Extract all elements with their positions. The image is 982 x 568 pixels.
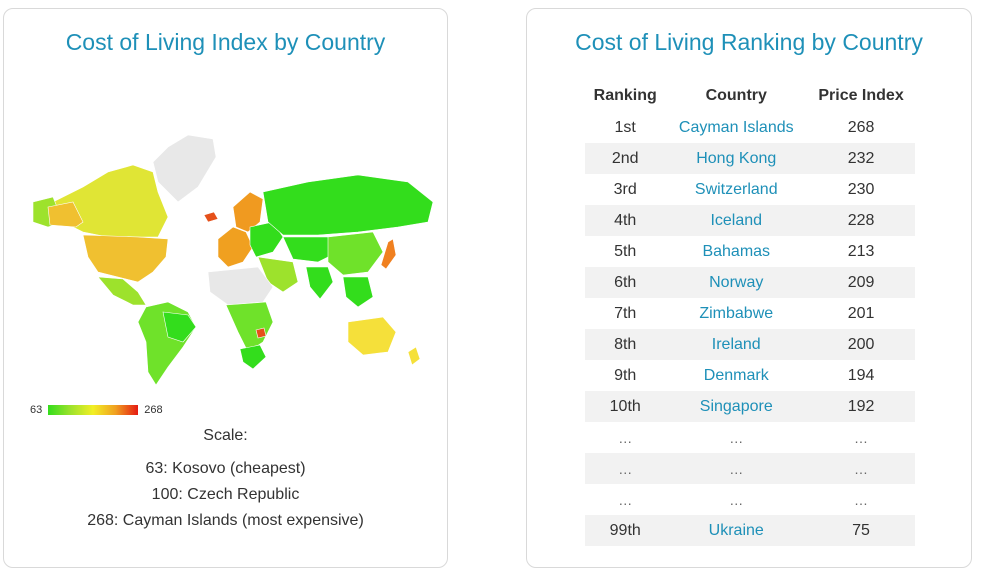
price-index-cell: 75 bbox=[807, 515, 915, 546]
southeast-asia bbox=[342, 276, 374, 308]
table-row: 5th Bahamas 213 bbox=[585, 236, 915, 267]
header-ranking: Ranking bbox=[593, 87, 657, 104]
africa-central bbox=[225, 301, 274, 353]
country-link[interactable]: Cayman Islands bbox=[678, 118, 794, 136]
price-index-cell: 228 bbox=[807, 205, 915, 236]
scale-title: Scale: bbox=[203, 427, 248, 444]
rank-cell: … bbox=[618, 491, 633, 508]
rank-cell: 7th bbox=[614, 304, 637, 322]
scale-line-reference: 100: Czech Republic bbox=[151, 486, 300, 503]
country-link[interactable]: Hong Kong bbox=[665, 143, 808, 174]
price-index-cell: 213 bbox=[847, 242, 875, 260]
color-scale: 63 268 bbox=[30, 404, 163, 416]
country-link[interactable]: Zimbabwe bbox=[699, 304, 774, 322]
price-index-cell: 268 bbox=[847, 118, 875, 136]
china bbox=[327, 231, 384, 276]
header-country: Country bbox=[705, 87, 767, 104]
table-row: 99th Ukraine 75 bbox=[585, 515, 915, 546]
scale-max-label: 268 bbox=[144, 404, 163, 416]
country-link[interactable]: Ireland bbox=[665, 329, 808, 360]
country-link[interactable]: Singapore bbox=[665, 391, 808, 422]
ranking-table: Ranking Country Price Index 1st Cayman Is… bbox=[585, 80, 915, 546]
price-index-cell: 209 bbox=[807, 267, 915, 298]
brazil bbox=[162, 311, 197, 343]
india bbox=[305, 266, 334, 300]
rank-cell: 4th bbox=[585, 205, 666, 236]
rank-cell: … bbox=[585, 453, 666, 484]
country-link: … bbox=[729, 491, 744, 508]
scale-line-most-expensive: 268: Cayman Islands (most expensive) bbox=[87, 512, 364, 529]
africa-south bbox=[239, 344, 267, 370]
price-index-cell: … bbox=[807, 453, 915, 484]
table-row: 1st Cayman Islands 268 bbox=[585, 112, 915, 143]
rank-cell: 6th bbox=[585, 267, 666, 298]
greenland bbox=[152, 134, 217, 203]
africa-north bbox=[207, 266, 274, 306]
scandinavia bbox=[232, 191, 264, 233]
rank-cell: 9th bbox=[614, 366, 637, 384]
rank-cell: 3rd bbox=[613, 180, 637, 198]
table-row: 4th Iceland 228 bbox=[585, 205, 915, 236]
scale-gradient bbox=[48, 405, 139, 415]
price-index-cell: 201 bbox=[847, 304, 875, 322]
world-map bbox=[32, 134, 434, 386]
rank-cell: 10th bbox=[585, 391, 666, 422]
table-row: 8th Ireland 200 bbox=[585, 329, 915, 360]
table-row: 9th Denmark 194 bbox=[585, 360, 915, 391]
price-index-cell: 232 bbox=[807, 143, 915, 174]
country-link[interactable]: Bahamas bbox=[702, 242, 771, 260]
country-link[interactable]: Switzerland bbox=[694, 180, 778, 198]
rank-cell: 2nd bbox=[585, 143, 666, 174]
price-index-cell: … bbox=[854, 429, 869, 446]
price-index-cell: … bbox=[854, 491, 869, 508]
table-row: 3rd Switzerland 230 bbox=[585, 174, 915, 205]
table-row: 6th Norway 209 bbox=[585, 267, 915, 298]
country-link[interactable]: Denmark bbox=[703, 366, 769, 384]
price-index-cell: 200 bbox=[807, 329, 915, 360]
iceland bbox=[203, 211, 219, 223]
ranking-panel-title: Cost of Living Ranking by Country bbox=[575, 29, 923, 55]
table-header-row: Ranking Country Price Index bbox=[585, 80, 915, 112]
price-index-cell: 194 bbox=[847, 366, 875, 384]
russia bbox=[262, 174, 434, 236]
mexico bbox=[97, 276, 147, 306]
map-panel: Cost of Living Index by Country bbox=[3, 8, 448, 568]
rank-cell: 5th bbox=[614, 242, 637, 260]
ranking-panel: Cost of Living Ranking by Country Rankin… bbox=[526, 8, 972, 568]
price-index-cell: 230 bbox=[847, 180, 875, 198]
scale-line-cheapest: 63: Kosovo (cheapest) bbox=[145, 460, 306, 477]
ranking-table-body: 1st Cayman Islands 268 2nd Hong Kong 232 3rd Sw… bbox=[585, 112, 915, 546]
table-row: … … … bbox=[585, 484, 915, 515]
header-price-index: Price Index bbox=[818, 87, 904, 104]
table-row: ……… bbox=[585, 453, 915, 484]
table-row: 7th Zimbabwe 201 bbox=[585, 298, 915, 329]
new-zealand bbox=[407, 346, 421, 366]
scale-min-label: 63 bbox=[30, 404, 43, 416]
country-link[interactable]: Ukraine bbox=[665, 515, 808, 546]
rank-cell: 8th bbox=[585, 329, 666, 360]
japan bbox=[380, 238, 397, 270]
rank-cell: 99th bbox=[585, 515, 666, 546]
europe-west bbox=[217, 226, 254, 268]
country-link[interactable]: Norway bbox=[665, 267, 808, 298]
table-row: 2nd Hong Kong 232 bbox=[585, 143, 915, 174]
country-link: … bbox=[665, 453, 808, 484]
country-link: … bbox=[729, 429, 744, 446]
country-link[interactable]: Iceland bbox=[665, 205, 808, 236]
australia bbox=[347, 316, 397, 356]
usa bbox=[82, 234, 169, 283]
map-panel-title: Cost of Living Index by Country bbox=[65, 29, 386, 55]
zimbabwe bbox=[255, 327, 267, 339]
price-index-cell: 192 bbox=[807, 391, 915, 422]
table-row: 10th Singapore 192 bbox=[585, 391, 915, 422]
rank-cell: … bbox=[618, 429, 633, 446]
table-row: … … … bbox=[585, 422, 915, 453]
usa-west bbox=[47, 201, 84, 228]
rank-cell: 1st bbox=[614, 118, 636, 136]
